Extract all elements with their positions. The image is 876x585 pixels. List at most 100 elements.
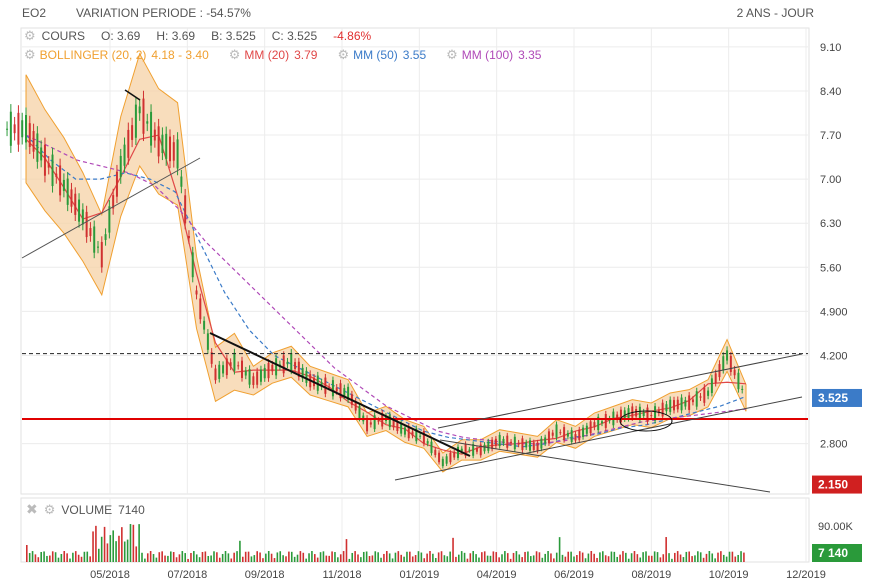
volume-bar [489,555,492,562]
candle-body [150,111,153,146]
volume-bar [535,551,538,562]
volume-bar [276,552,279,562]
candle-body [540,438,543,449]
candle-body [214,368,217,381]
candle-body [305,370,308,383]
volume-bar [506,553,509,562]
legend-indicators: ⚙ BOLLINGER (20, 2) 4.18 - 3.40 ⚙ MM (20… [24,47,541,63]
volume-bar [285,556,287,562]
volume-bar [126,539,129,562]
volume-bar [616,556,618,562]
gear-icon[interactable]: ⚙ [24,28,36,43]
volume-bar [161,551,163,562]
candle-body [479,444,482,456]
candle-body [271,364,274,372]
volume-bar [708,551,711,562]
candle-body [642,411,645,417]
volume-bar [584,558,587,562]
candle-body [191,252,194,278]
candle-body [62,179,65,191]
volume-bar [555,552,558,562]
volume-bar [737,554,739,562]
volume-bar [244,551,247,562]
volume-bar [417,551,420,562]
candle-body [411,431,414,436]
candle-body [369,422,372,425]
trendline-top [124,89,141,101]
candle-body [172,142,175,161]
volume-bar [561,554,564,562]
gear-icon[interactable]: ⚙ [24,47,36,62]
candle-body [218,364,221,379]
candle-body [510,441,513,443]
volume-bar [195,554,198,562]
volume-bar [112,530,114,562]
gear-icon[interactable]: ⚙ [337,47,350,62]
candle-body [737,372,740,390]
candle-body [680,397,683,411]
candle-body [203,320,206,330]
volume-bar [633,551,636,562]
volume-bar [92,531,94,562]
volume-bar [227,553,230,562]
gear-icon[interactable]: ⚙ [43,501,56,517]
candle-body [441,458,444,467]
volume-bar [478,557,480,562]
legend-cours[interactable]: ⚙ COURS O: 3.69 H: 3.69 B: 3.525 C: 3.52… [24,28,371,44]
volume-bar [250,556,253,562]
mm50-label: MM (50) [353,48,398,62]
cours-change: -4.86% [333,29,372,43]
gear-icon[interactable]: ⚙ [446,47,458,62]
volume-bar [731,551,734,562]
variation-value: -54.57% [206,6,251,20]
volume-bar [593,553,595,562]
candle-body [138,106,141,114]
volume-axis-label: 90.00K [818,521,854,533]
volume-bar [541,557,544,562]
candle-body [388,414,391,428]
volume-bar [72,552,74,562]
volume-bar [432,553,434,562]
volume-bar [527,551,529,562]
volume-bar [630,553,633,562]
candle-body [460,448,463,452]
candle-body [17,112,20,145]
candle-body [468,449,471,451]
candle-body [513,436,516,450]
volume-bar [645,551,647,562]
candle-body [286,361,289,365]
volume-badge-bg [812,544,862,562]
candle-body [263,367,266,379]
volume-bar [213,551,215,562]
volume-bar [530,556,532,562]
volume-bar [455,556,457,562]
volume-bar [360,557,362,562]
candle-body [237,365,240,367]
volume-bar [627,558,630,562]
volume-bar [391,558,394,562]
y-tick-label: 5.60 [820,262,841,274]
trendlines [21,89,808,493]
close-icon[interactable]: ✖ [26,501,38,517]
candle-body [673,400,675,411]
low-price-badge: 2.150 [818,478,848,492]
volume-bar [717,552,719,562]
volume-bar [504,551,506,562]
candle-body [400,423,403,434]
candle-body [176,139,179,169]
header-period[interactable]: 2 ANS - JOUR [736,6,814,20]
volume-bar [642,552,644,562]
candle-body [536,442,539,451]
volume-bar [705,553,708,562]
y-tick-label: 6.30 [820,218,841,230]
candle-body [396,420,399,431]
candle-body [373,415,376,430]
variation-label: VARIATION PERIODE : [76,6,203,20]
candle-body [570,430,573,442]
y-tick-label: 8.40 [820,86,841,98]
volume-bar [339,554,342,562]
gear-icon[interactable]: ⚙ [228,47,241,62]
volume-bar [699,552,702,562]
candle-body [635,409,638,417]
